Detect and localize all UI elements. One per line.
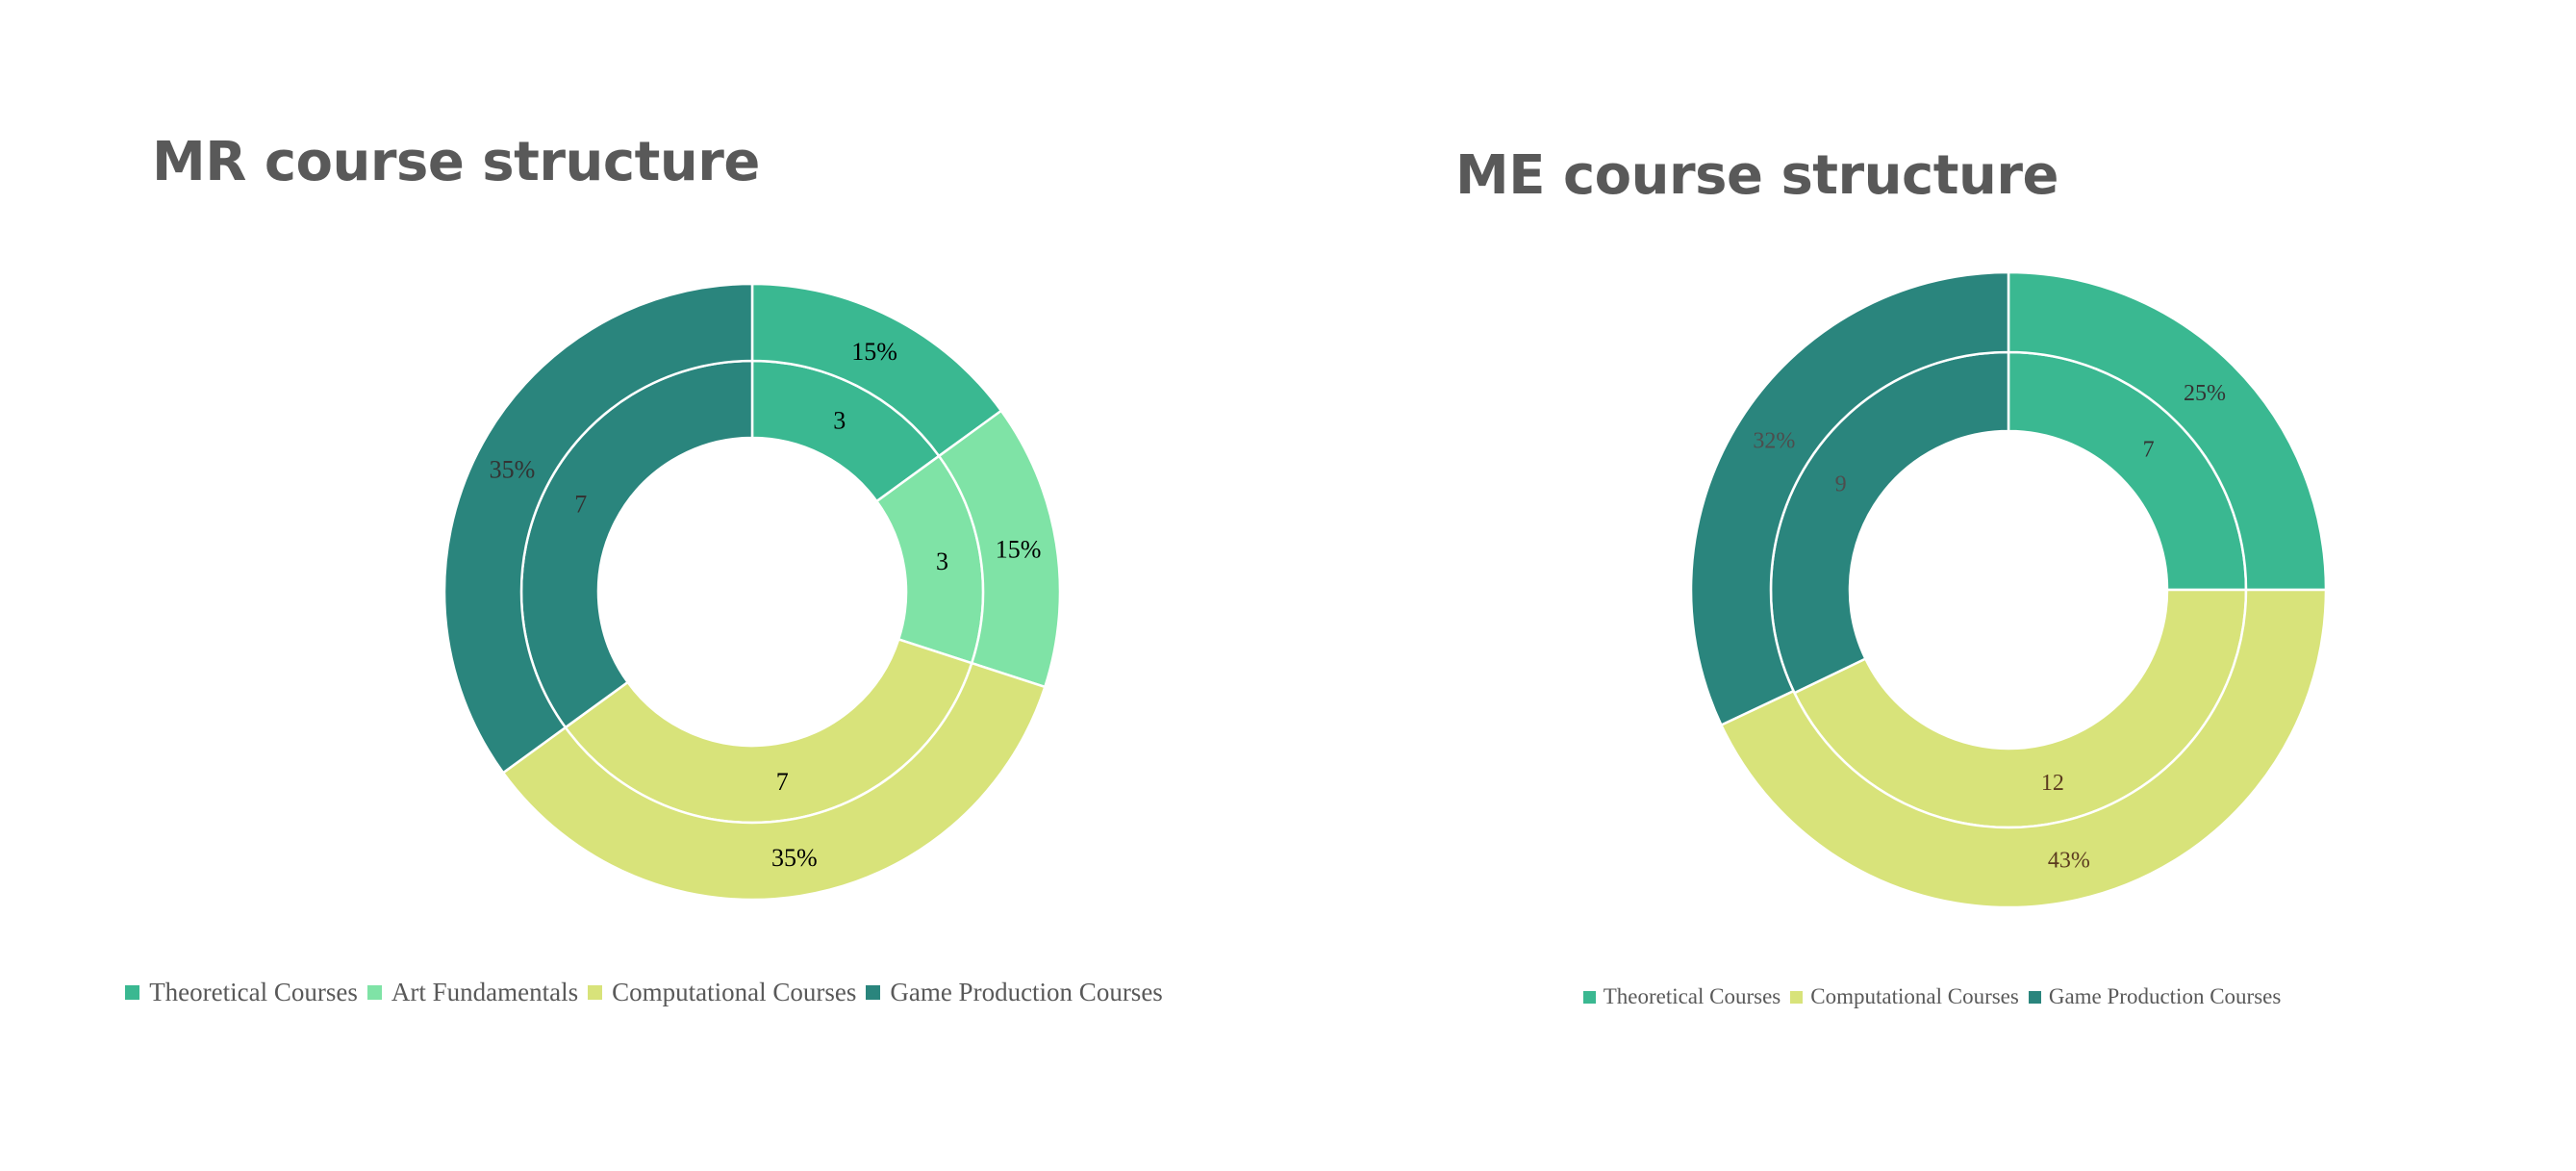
outer-data-label-2: 43% (2048, 849, 2090, 874)
legend-label: Game Production Courses (890, 978, 1163, 1006)
legend-item-game: Game Production Courses (866, 978, 1163, 1007)
legend-swatch (1790, 990, 1804, 1004)
legend-swatch (2028, 990, 2041, 1004)
legend-swatch (366, 985, 382, 1000)
legend-item-game: Game Production Courses (2028, 984, 2282, 1009)
outer-data-label-1: 25% (2184, 381, 2226, 406)
inner-data-label-2: 3 (936, 547, 948, 575)
legend-swatch (866, 985, 881, 1000)
legend-label: Art Fundamentals (391, 978, 579, 1006)
inner-data-label-2: 12 (2041, 771, 2064, 796)
inner-data-label-3: 7 (776, 768, 789, 796)
outer-slice-2 (1719, 588, 2328, 909)
chart-legend: Theoretical Courses Art Fundamentals Com… (0, 978, 1288, 1007)
chart-legend: Theoretical Courses Computational Course… (1288, 984, 2576, 1009)
me-donut-chart: 7 12 9 25% 43% 32% (1689, 270, 2328, 909)
legend-label: Theoretical Courses (1603, 984, 1781, 1008)
outer-data-label-4: 35% (490, 455, 536, 483)
legend-item-theoretical: Theoretical Courses (125, 978, 358, 1007)
legend-swatch (125, 985, 140, 1000)
outer-data-label-3: 32% (1753, 428, 1795, 453)
legend-label: Game Production Courses (2048, 984, 2282, 1008)
inner-data-label-4: 7 (574, 491, 587, 519)
legend-swatch (1582, 990, 1596, 1004)
legend-label: Computational Courses (1810, 984, 2019, 1008)
chart-title: ME course structure (1455, 144, 2058, 207)
inner-data-label-1: 3 (833, 406, 846, 434)
legend-label: Computational Courses (612, 978, 857, 1006)
outer-slice-4 (442, 282, 754, 775)
outer-data-label-1: 15% (851, 338, 897, 366)
outer-data-label-3: 35% (771, 844, 818, 872)
legend-swatch (588, 985, 603, 1000)
inner-data-label-3: 9 (1835, 471, 1847, 496)
chart-title: MR course structure (152, 131, 760, 193)
me-chart-panel: ME course structure 7 12 9 25% 43% 32% Theore… (1288, 0, 2576, 1171)
mr-donut-chart: 3 3 7 7 15% 15% 35% 35% (442, 282, 1062, 902)
legend-item-art: Art Fundamentals (366, 978, 579, 1007)
outer-slice-3 (1689, 270, 2010, 727)
legend-label: Theoretical Courses (149, 978, 358, 1006)
legend-item-computational: Computational Courses (588, 978, 856, 1007)
outer-slice-1 (2007, 270, 2328, 592)
outer-slice-3 (501, 661, 1047, 902)
inner-data-label-1: 7 (2143, 437, 2155, 462)
legend-item-computational: Computational Courses (1790, 984, 2019, 1009)
outer-data-label-2: 15% (996, 536, 1042, 564)
mr-chart-panel: MR course structure 3 3 7 7 15% 15% 35% 35% The… (0, 131, 1288, 1007)
legend-item-theoretical: Theoretical Courses (1582, 984, 1781, 1009)
